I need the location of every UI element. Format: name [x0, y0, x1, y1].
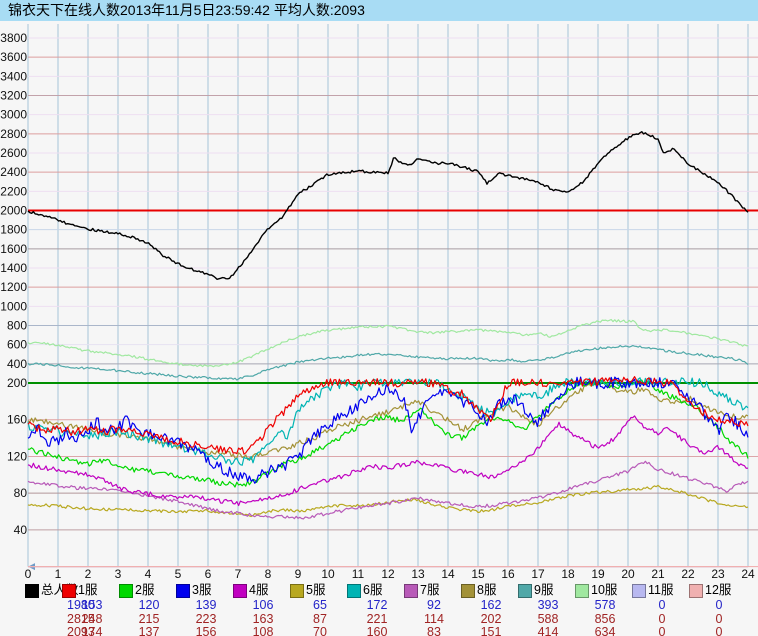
x-axis-label-10: 10 — [321, 567, 335, 581]
x-axis-label-24: 24 — [741, 567, 755, 581]
y-axis-label-3800: 3800 — [0, 31, 27, 45]
y-axis-label-2200: 2200 — [0, 184, 27, 198]
y-axis-label-40: 40 — [14, 523, 28, 537]
y-axis-label-3000: 3000 — [0, 108, 27, 122]
y-axis-label-1000: 1000 — [0, 299, 27, 313]
x-axis-label-4: 4 — [145, 567, 152, 581]
y-axis-label-2400: 2400 — [0, 165, 27, 179]
x-axis-label-20: 20 — [621, 567, 635, 581]
y-axis-label-160: 160 — [7, 413, 27, 427]
x-axis-label-1: 1 — [55, 567, 62, 581]
y-axis-label-1400: 1400 — [0, 261, 27, 275]
series-line-9服 — [27, 344, 749, 381]
x-axis-label-21: 21 — [651, 567, 665, 581]
x-axis-label-18: 18 — [561, 567, 575, 581]
y-axis-label-200: 200 — [7, 376, 27, 390]
x-axis-label-9: 9 — [295, 567, 302, 581]
x-axis-label-14: 14 — [441, 567, 455, 581]
y-axis-label-1200: 1200 — [0, 280, 27, 294]
x-axis-label-16: 16 — [501, 567, 515, 581]
x-axis-label-0: 0 — [25, 567, 32, 581]
y-axis-label-1800: 1800 — [0, 223, 27, 237]
x-axis-label-6: 6 — [205, 567, 212, 581]
series-line-4服 — [27, 415, 749, 507]
x-axis-label-23: 23 — [711, 567, 725, 581]
series-line-总人数 — [27, 131, 749, 280]
y-axis-label-3600: 3600 — [0, 50, 27, 64]
x-axis-label-13: 13 — [411, 567, 425, 581]
y-axis-label-800: 800 — [7, 319, 27, 333]
x-axis-label-15: 15 — [471, 567, 485, 581]
series-line-5服 — [27, 484, 749, 518]
x-axis-label-3: 3 — [115, 567, 122, 581]
y-axis-label-3400: 3400 — [0, 69, 27, 83]
x-axis-label-12: 12 — [381, 567, 395, 581]
y-axis-label-3200: 3200 — [0, 89, 27, 103]
title-bar: 锦衣天下在线人数2013年11月5日23:59:42 平均人数:2093 — [0, 0, 758, 21]
y-axis-label-2000: 2000 — [0, 204, 27, 218]
y-axis-label-400: 400 — [7, 357, 27, 371]
series-line-3服 — [27, 376, 749, 484]
x-axis-label-2: 2 — [85, 567, 92, 581]
x-axis-label-8: 8 — [265, 567, 272, 581]
x-axis-label-19: 19 — [591, 567, 605, 581]
y-axis-label-120: 120 — [7, 449, 27, 463]
series-line-1服 — [27, 376, 749, 455]
x-axis-label-7: 7 — [235, 567, 242, 581]
y-axis-label-80: 80 — [14, 486, 28, 500]
x-axis-label-11: 11 — [352, 567, 365, 581]
x-axis-label-22: 22 — [681, 567, 695, 581]
series-line-10服 — [27, 318, 749, 368]
y-axis-label-2600: 2600 — [0, 146, 27, 160]
y-axis-label-1600: 1600 — [0, 242, 27, 256]
x-axis-label-17: 17 — [531, 567, 545, 581]
x-axis-label-5: 5 — [175, 567, 182, 581]
y-axis-label-2800: 2800 — [0, 127, 27, 141]
y-axis-label-600: 600 — [7, 338, 27, 352]
chart-title-text: 锦衣天下在线人数2013年11月5日23:59:42 平均人数:2093 — [8, 2, 365, 18]
